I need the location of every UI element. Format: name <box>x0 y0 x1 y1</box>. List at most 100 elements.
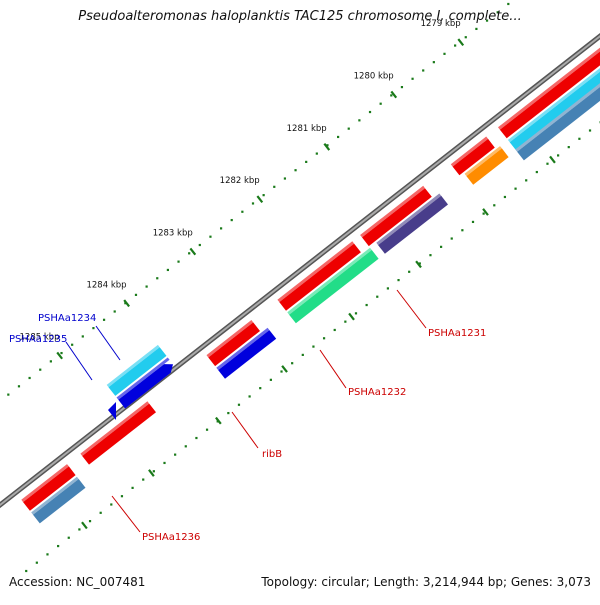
inner-minor-tick <box>57 545 59 547</box>
ruler-minor-tick <box>135 294 137 296</box>
gene-label-psha1232: PSHAa1232 <box>348 387 406 398</box>
gene-label-ribb: ribB <box>262 449 282 460</box>
inner-minor-tick <box>174 454 176 456</box>
inner-minor-tick <box>249 395 251 397</box>
ruler-minor-tick <box>475 28 477 30</box>
inner-minor-tick <box>312 345 314 347</box>
backbone <box>0 12 600 517</box>
inner-minor-tick <box>36 562 38 564</box>
ruler-minor-tick <box>454 44 456 46</box>
ruler-minor-tick <box>401 86 403 88</box>
inner-minor-tick <box>334 329 336 331</box>
ruler-minor-tick <box>60 352 62 354</box>
inner-minor-tick <box>110 503 112 505</box>
accession-label: Accession: NC_007481 <box>9 575 145 589</box>
map-title: Pseudoalteromonas haloplanktis TAC125 ch… <box>0 9 600 24</box>
leader-line-psha1236 <box>112 496 140 532</box>
ruler-minor-tick <box>199 244 201 246</box>
ruler-tick-label: 1283 kbp <box>153 229 193 239</box>
inner-minor-tick <box>142 478 144 480</box>
ruler-minor-tick <box>411 78 413 80</box>
ruler-minor-tick <box>167 269 169 271</box>
inner-minor-tick <box>546 163 548 165</box>
inner-minor-tick <box>259 387 261 389</box>
inner-minor-tick <box>89 520 91 522</box>
inner-minor-tick <box>291 362 293 364</box>
inner-minor-tick <box>185 445 187 447</box>
inner-minor-tick <box>280 370 282 372</box>
ruler-minor-tick <box>241 211 243 213</box>
ruler-minor-tick <box>433 61 435 63</box>
gene-label-psha1231: PSHAa1231 <box>428 328 486 339</box>
leader-line-psha1231 <box>397 290 426 328</box>
ruler-minor-tick <box>273 186 275 188</box>
inner-minor-tick <box>46 553 48 555</box>
ruler-tick-label: 1280 kbp <box>354 72 394 82</box>
ruler-minor-tick <box>348 128 350 130</box>
inner-minor-tick <box>78 528 80 530</box>
inner-minor-tick <box>206 429 208 431</box>
inner-major-tick <box>282 366 287 372</box>
ruler-minor-tick <box>337 136 339 138</box>
ruler-major-tick <box>257 196 262 202</box>
inner-major-tick <box>550 156 555 162</box>
gene-block-psha1232-top <box>287 248 372 315</box>
ruler-minor-tick <box>465 36 467 38</box>
ruler-tick-label: 1281 kbp <box>287 124 327 134</box>
backbone-highlight <box>0 12 600 517</box>
ruler-minor-tick <box>390 94 392 96</box>
inner-minor-tick <box>355 312 357 314</box>
inner-major-tick <box>82 522 87 528</box>
inner-minor-tick <box>344 321 346 323</box>
inner-minor-tick <box>195 437 197 439</box>
ruler-minor-tick <box>422 69 424 71</box>
ruler-tick-label: 1282 kbp <box>220 176 260 186</box>
inner-minor-tick <box>578 138 580 140</box>
ruler-minor-tick <box>156 277 158 279</box>
inner-minor-tick <box>568 146 570 148</box>
ruler-minor-tick <box>231 219 233 221</box>
ruler-major-tick <box>190 248 195 254</box>
ruler-minor-tick <box>369 111 371 113</box>
ruler-tick-label: 1284 kbp <box>86 280 126 290</box>
inner-minor-tick <box>163 462 165 464</box>
gene-label-psha1235: PSHAa1235 <box>9 334 67 345</box>
ruler-minor-tick <box>284 177 286 179</box>
inner-minor-tick <box>408 271 410 273</box>
ruler-minor-tick <box>114 310 116 312</box>
inner-minor-tick <box>536 171 538 173</box>
inner-minor-tick <box>376 296 378 298</box>
leader-line-psha1235 <box>66 342 92 380</box>
ruler-minor-tick <box>443 53 445 55</box>
inner-minor-tick <box>493 204 495 206</box>
inner-minor-tick <box>525 179 527 181</box>
inner-minor-tick <box>302 354 304 356</box>
ruler-minor-tick <box>103 319 105 321</box>
inner-minor-tick <box>68 537 70 539</box>
inner-minor-tick <box>121 495 123 497</box>
ruler-minor-tick <box>18 385 20 387</box>
inner-minor-tick <box>483 213 485 215</box>
inner-major-tick <box>349 313 354 319</box>
inner-minor-tick <box>440 246 442 248</box>
inner-minor-tick <box>25 570 27 572</box>
ruler-minor-tick <box>263 194 265 196</box>
ruler-minor-tick <box>28 377 30 379</box>
inner-minor-tick <box>238 404 240 406</box>
inner-minor-tick <box>504 196 506 198</box>
ruler-minor-tick <box>39 369 41 371</box>
ruler-minor-tick <box>82 335 84 337</box>
ruler-minor-tick <box>146 285 148 287</box>
ruler-minor-tick <box>71 344 73 346</box>
ruler-minor-tick <box>252 202 254 204</box>
ruler-minor-tick <box>294 169 296 171</box>
inner-minor-tick <box>323 337 325 339</box>
ruler-minor-tick <box>92 327 94 329</box>
inner-minor-tick <box>100 512 102 514</box>
gene-label-psha1236: PSHAa1236 <box>142 532 200 543</box>
inner-minor-tick <box>270 379 272 381</box>
ruler-minor-tick <box>305 161 307 163</box>
ruler-minor-tick <box>507 3 509 5</box>
